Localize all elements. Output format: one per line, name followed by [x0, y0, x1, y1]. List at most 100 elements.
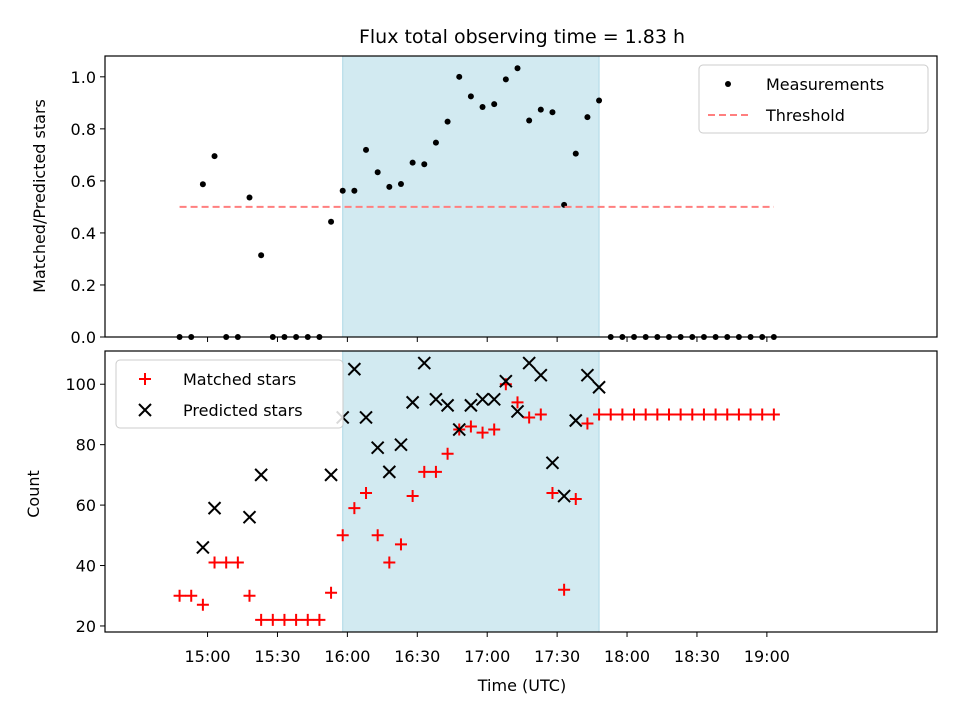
x-tick-label-6: 18:00 — [604, 647, 650, 666]
x-tick-label-5: 17:30 — [534, 647, 580, 666]
matched-point — [476, 426, 489, 439]
measurement-point — [444, 118, 451, 125]
matched-point — [196, 598, 209, 611]
predicted-point — [510, 404, 525, 419]
predicted-point — [487, 392, 501, 407]
matched-point — [674, 408, 687, 421]
x-tick-label-1: 15:30 — [254, 647, 300, 666]
matched-point — [371, 529, 384, 542]
legend-marker-measurements — [725, 81, 731, 87]
highlight-span-bottom — [342, 350, 600, 633]
matched-point — [418, 465, 431, 478]
predicted-point — [440, 398, 455, 413]
measurement-point — [456, 73, 463, 80]
measurement-point — [199, 181, 206, 188]
highlight-span-top — [342, 55, 600, 338]
legend-box-bottom — [115, 359, 344, 429]
matched-point — [534, 408, 547, 421]
y-axis-label-bottom: Count — [24, 470, 43, 518]
y-tick-label-bottom-1: 40 — [76, 557, 96, 576]
measurement-point — [409, 159, 416, 166]
predicted-point — [522, 356, 536, 370]
predicted-point — [196, 540, 210, 555]
measurement-point — [211, 153, 218, 160]
matched-point — [208, 556, 221, 569]
measurement-point — [258, 252, 265, 259]
predicted-point — [242, 510, 257, 524]
y-tick-label-bottom-3: 80 — [76, 436, 96, 455]
legend-label-top-0: Measurements — [766, 75, 884, 94]
plot-frame-bottom — [104, 350, 938, 633]
y-tick-label-top-1: 0.2 — [71, 276, 96, 295]
y-tick-label-top-5: 1.0 — [71, 68, 96, 87]
matched-point — [523, 411, 536, 424]
y-tick-label-bottom-2: 60 — [76, 496, 96, 515]
measurement-point — [421, 161, 428, 168]
matched-point — [255, 613, 268, 626]
matched-point — [360, 487, 373, 500]
measurement-point — [514, 65, 521, 72]
predicted-point — [382, 465, 397, 479]
matched-point — [593, 408, 606, 421]
y-tick-label-top-4: 0.8 — [71, 120, 96, 139]
predicted-point — [545, 456, 560, 470]
matched-point — [767, 408, 780, 421]
matched-point — [558, 583, 571, 596]
predicted-point — [452, 422, 466, 437]
matched-point — [173, 589, 186, 602]
measurement-point — [339, 187, 346, 194]
matched-point — [628, 408, 641, 421]
measurement-point — [467, 93, 474, 100]
matched-point — [313, 613, 326, 626]
matched-point — [348, 502, 361, 515]
matched-point — [290, 613, 303, 626]
matched-point — [721, 408, 734, 421]
measurement-point — [397, 181, 404, 188]
predicted-point — [324, 468, 338, 482]
measurement-point — [596, 97, 603, 104]
measurement-point — [351, 187, 358, 194]
matched-point — [581, 417, 594, 430]
measurement-point — [386, 183, 393, 190]
measurement-point — [479, 103, 486, 110]
legend-marker-matched — [139, 373, 151, 385]
matched-point — [325, 586, 338, 599]
matched-point — [185, 589, 198, 602]
y-tick-label-top-3: 0.6 — [71, 172, 96, 191]
predicted-point — [370, 440, 385, 455]
predicted-point — [499, 374, 513, 388]
measurement-point — [363, 146, 370, 153]
predicted-point — [557, 489, 571, 503]
panel-top: 0.0 0.2 0.4 0.6 0.8 1.0 Measurements Threshold — [71, 55, 938, 347]
predicted-point — [394, 437, 408, 452]
predicted-point — [417, 356, 431, 370]
matched-point — [744, 408, 757, 421]
predicted-point — [347, 362, 362, 376]
measurement-point — [549, 109, 556, 116]
y-axis-label-top: Matched/Predicted stars — [30, 99, 49, 293]
predicted-point — [359, 410, 373, 425]
matched-point — [756, 408, 769, 421]
legend-label-top-1: Threshold — [765, 106, 845, 125]
legend-box-top — [698, 64, 929, 134]
x-axis-label: Time (UTC) — [477, 676, 566, 695]
x-tick-label-7: 18:30 — [674, 647, 720, 666]
predicted-point — [569, 413, 583, 428]
legend-label-bottom-0: Matched stars — [183, 370, 296, 389]
measurement-point — [491, 101, 498, 108]
predicted-point — [464, 398, 478, 413]
matched-point — [732, 408, 745, 421]
matched-point — [429, 465, 442, 478]
matched-point — [488, 423, 501, 436]
measurement-point — [584, 114, 591, 121]
matched-point — [278, 613, 291, 626]
legend-label-bottom-1: Predicted stars — [183, 401, 303, 420]
matched-point — [686, 408, 699, 421]
predicted-point — [254, 468, 268, 482]
chart-title: Flux total observing time = 1.83 h — [359, 26, 685, 48]
matched-point — [546, 487, 559, 500]
predicted-point — [592, 380, 606, 394]
matched-point — [266, 613, 279, 626]
y-tick-label-bottom-0: 20 — [76, 617, 96, 636]
y-tick-label-top-0: 0.0 — [71, 328, 96, 347]
